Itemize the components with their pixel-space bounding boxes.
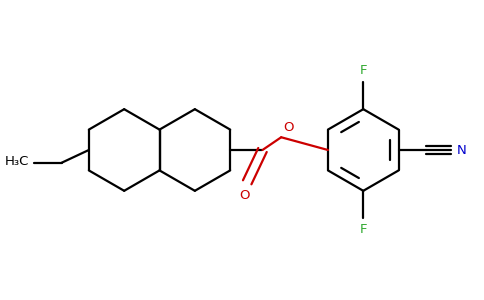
Text: N: N: [456, 143, 466, 157]
Text: F: F: [360, 223, 367, 236]
Text: F: F: [360, 64, 367, 77]
Text: O: O: [240, 189, 250, 202]
Text: H₃C: H₃C: [5, 155, 30, 168]
Text: O: O: [284, 121, 294, 134]
